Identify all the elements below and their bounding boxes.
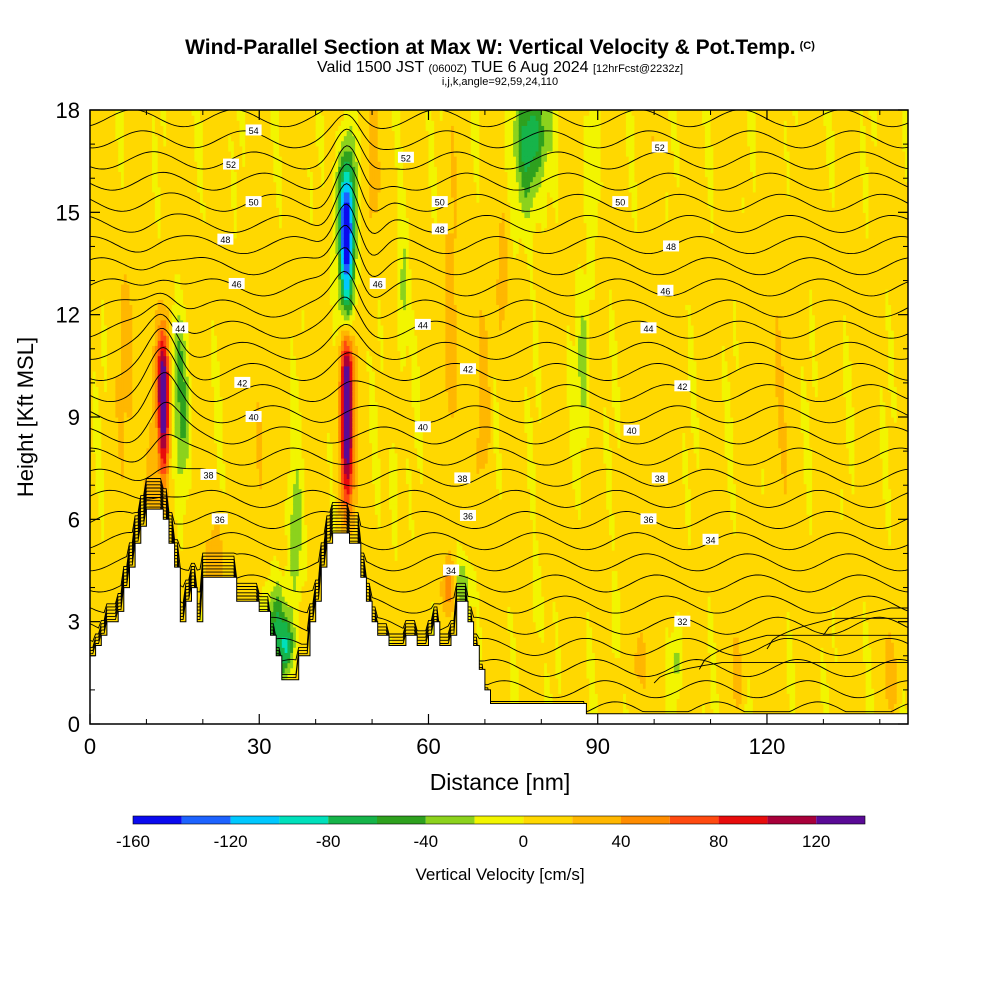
cross-section-chart: 5452504846444240383652504846444240383634… [0,0,1000,1000]
